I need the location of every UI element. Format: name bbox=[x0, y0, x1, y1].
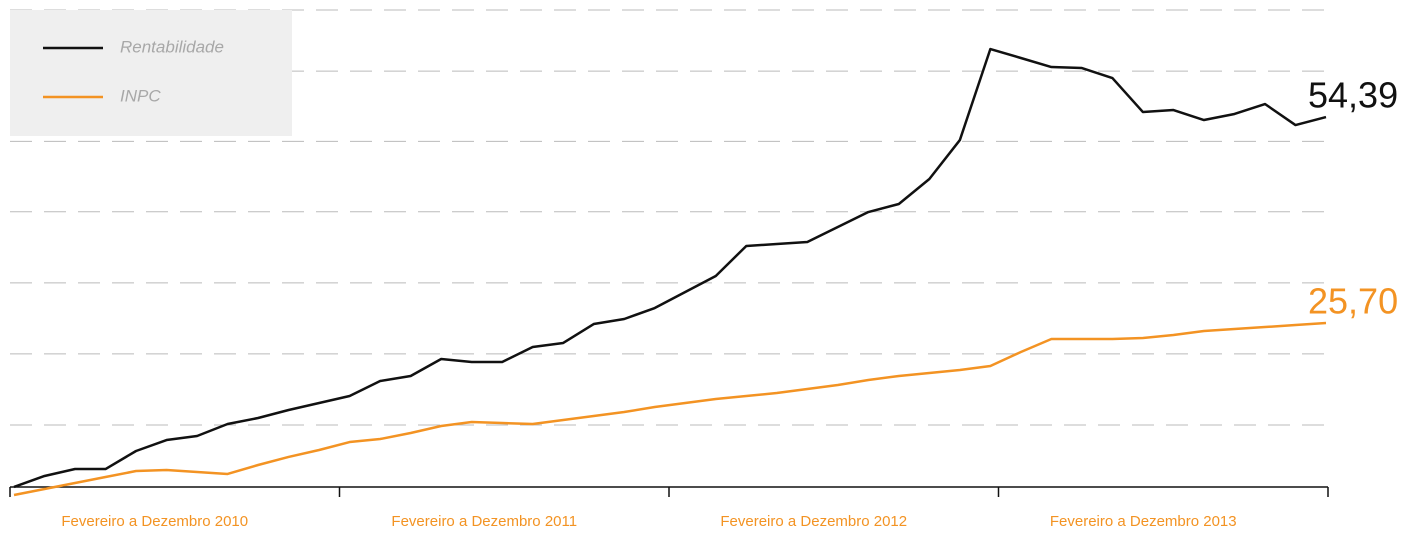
value-label: 25,70 bbox=[1308, 281, 1398, 322]
legend-box bbox=[10, 10, 292, 136]
x-tick-label: Fevereiro a Dezembro 2013 bbox=[1050, 513, 1237, 530]
line-series bbox=[13, 47, 1327, 489]
line-series bbox=[13, 321, 1327, 497]
x-tick-label: Fevereiro a Dezembro 2012 bbox=[720, 513, 907, 530]
legend-label: Rentabilidade bbox=[120, 37, 224, 56]
x-tick-label: Fevereiro a Dezembro 2011 bbox=[391, 513, 577, 530]
x-tick-label: Fevereiro a Dezembro 2010 bbox=[61, 513, 248, 530]
legend-label: INPC bbox=[120, 86, 161, 105]
value-label: 54,39 bbox=[1308, 75, 1398, 116]
